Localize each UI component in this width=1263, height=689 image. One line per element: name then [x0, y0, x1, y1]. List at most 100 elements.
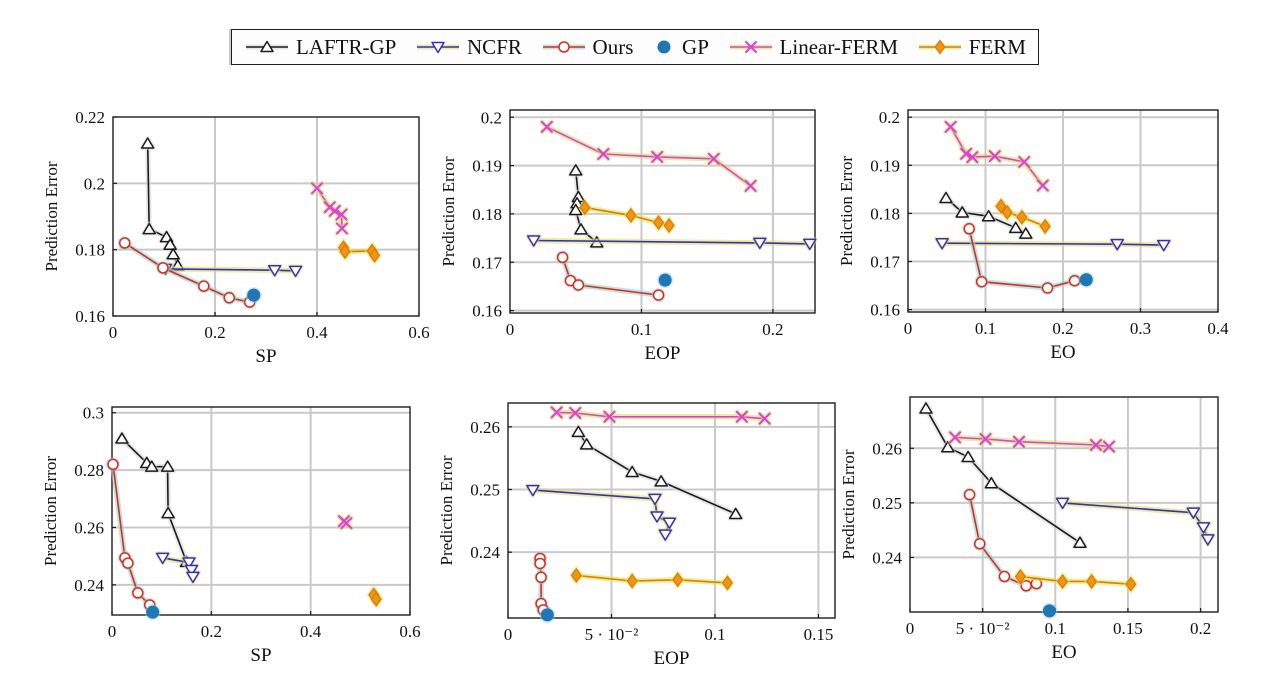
diamond-marker [1001, 204, 1013, 221]
x-marker [335, 222, 349, 235]
circle-marker [122, 557, 134, 569]
series-ferm-markers [1013, 566, 1139, 595]
x-axis-label: EO [1050, 342, 1075, 363]
circle-marker [118, 237, 131, 249]
legend-circle-icon [542, 41, 585, 53]
x-marker [744, 40, 757, 54]
circle-marker [107, 458, 119, 471]
x-marker [540, 120, 553, 133]
x-tick-label: 0 [904, 319, 913, 338]
legend-label: Linear-FERM [779, 34, 899, 59]
diamond-marker [369, 247, 381, 263]
dot-marker [540, 608, 554, 622]
y-tick-label: 0.2 [481, 108, 502, 127]
y-tick-label: 0.28 [74, 461, 104, 480]
triangle-up-marker [625, 465, 639, 478]
series-laftr-gp-halo [119, 436, 190, 563]
series-gp-markers [539, 606, 556, 623]
series-ncfr-markers [934, 236, 1172, 253]
series-gp-markers [657, 272, 674, 289]
y-tick-label: 0.19 [472, 157, 502, 176]
subplot-top-sp: 0 0.2 0.4 0.6 0.16 0.18 0.2 0.22 SP Prediction Er… [42, 108, 430, 367]
triangle-up-marker [728, 507, 743, 520]
triangle-down-marker [1186, 507, 1201, 519]
series-linear-ferm-markers [943, 119, 1051, 194]
x-tick-label: 0.2 [1190, 619, 1211, 638]
x-tick-label: 0.4 [1207, 319, 1229, 338]
series-linear-ferm-markers [309, 180, 350, 236]
circle-marker [998, 570, 1011, 583]
dot-marker [657, 40, 671, 54]
y-tick-label: 0.17 [472, 253, 502, 272]
y-tick-label: 0.3 [83, 404, 104, 423]
series-gp-markers [245, 287, 262, 304]
series-ours-markers [533, 551, 551, 617]
triangle-down-marker [650, 511, 664, 523]
x-tick-label: 0 [109, 323, 118, 342]
series-ours-markers [105, 457, 157, 612]
x-marker [1018, 155, 1031, 168]
triangle-down-marker [658, 529, 673, 541]
circle-marker [535, 571, 547, 584]
legend-diamond-icon [918, 39, 961, 55]
plot-border [111, 406, 411, 616]
y-tick-label: 0.2 [84, 174, 105, 193]
diamond-marker [663, 217, 675, 234]
x-axis-label: EO [1051, 642, 1076, 663]
triangle-up-marker [984, 476, 999, 489]
diamond-marker [339, 244, 351, 260]
triangle-down-marker [1196, 522, 1211, 534]
x-marker [979, 432, 992, 446]
y-axis-label: Prediction Error [837, 156, 856, 266]
y-axis-label: Prediction Error [839, 449, 858, 559]
x-axis-label: SP [255, 346, 276, 367]
triangle-down-marker [662, 517, 677, 529]
x-marker [707, 152, 720, 165]
legend-x-icon [729, 40, 772, 54]
series-ncfr-markers [154, 551, 201, 585]
circle-marker [157, 262, 169, 274]
plot-border [909, 396, 1219, 613]
x-marker [550, 406, 563, 419]
x-marker [744, 179, 757, 192]
diamond-marker [570, 567, 582, 583]
x-tick-label: 0.3 [1130, 319, 1151, 338]
x-tick-label: 0.6 [399, 622, 420, 641]
legend-item-ferm: FERM [917, 35, 1026, 59]
diamond-marker [1039, 218, 1051, 234]
plot-border [112, 116, 420, 317]
plot-border [507, 402, 836, 619]
series-ferm-line [1020, 575, 1131, 585]
x-tick-label: 0.1 [975, 319, 996, 338]
x-marker [569, 406, 582, 420]
diamond-marker [1014, 568, 1027, 585]
x-marker [966, 151, 979, 164]
triangle-up-marker [144, 460, 159, 472]
y-tick-label: 0.22 [75, 108, 105, 127]
circle-marker [975, 275, 988, 288]
y-tick-label: 0.25 [470, 481, 500, 500]
x-marker [603, 410, 616, 423]
circle-marker [1041, 282, 1054, 294]
y-tick-label: 0.16 [870, 301, 900, 320]
diamond-marker [626, 573, 638, 589]
dot-marker [1079, 273, 1093, 287]
triangle-down-marker [1055, 497, 1070, 510]
y-tick-label: 0.25 [872, 494, 902, 513]
legend-item-ncfr: NCFR [415, 35, 522, 59]
x-tick-label: 0.15 [804, 625, 834, 644]
triangle-up-marker [579, 438, 594, 450]
diamond-marker [1085, 573, 1098, 590]
x-tick-label: 0.1 [631, 320, 652, 339]
x-marker [948, 431, 962, 444]
x-marker [1102, 440, 1116, 453]
circle-marker [963, 223, 975, 235]
triangle-up-marker [1019, 227, 1033, 239]
triangle-down-marker [526, 484, 540, 497]
series-ferm-markers [577, 197, 677, 236]
x-marker [651, 150, 664, 163]
x-marker [758, 412, 771, 425]
diamond-marker [370, 591, 382, 607]
x-tick-label: 0.2 [201, 622, 222, 641]
